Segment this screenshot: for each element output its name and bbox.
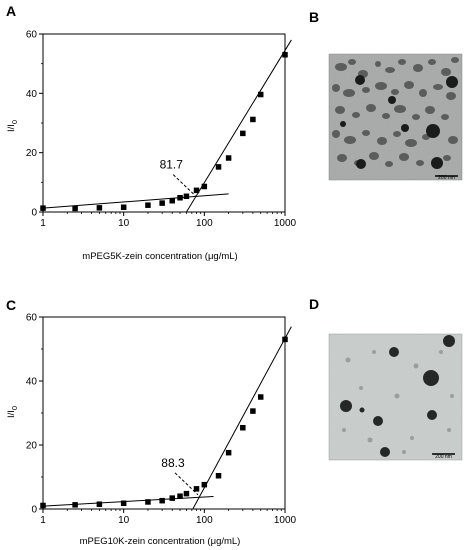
chart-a-frame	[42, 33, 286, 213]
chart-c-frame	[42, 316, 286, 510]
chart-a-data-point	[193, 187, 200, 194]
chart-a-annotation-label: 81.7	[160, 158, 184, 172]
tem-image-d-small-particles	[342, 350, 454, 454]
chart-c-fit-line	[42, 496, 214, 507]
chart-c-x-tick-label: 1000	[274, 515, 297, 526]
tem-image-b-particles	[332, 57, 459, 167]
chart-a-x-tick-label: 100	[196, 218, 213, 229]
chart-c-x-axis-label: mPEG10K-zein concentration (μg/mL)	[80, 536, 241, 547]
chart-c-data-point	[215, 472, 222, 479]
panel-label-d: D	[309, 296, 319, 312]
scale-bar-b-label: 200 nm	[438, 175, 455, 181]
tem-image-b-dense-particles	[340, 75, 458, 169]
chart-a-data-point	[72, 205, 78, 212]
chart-a-x-tick-label: 1	[40, 218, 46, 229]
chart-c-y-tick-label: 60	[26, 313, 38, 324]
chart-a-y-axis-label: I/I0	[6, 120, 19, 132]
chart-c-annotation-layer: 88.3	[161, 456, 199, 496]
chart-a-annotation-layer: 81.7	[160, 158, 196, 197]
chart-a-data-point	[177, 195, 183, 201]
tem-image-b-border	[328, 53, 463, 181]
chart-c-data-point	[72, 502, 78, 508]
chart-a-fit-lines	[42, 39, 292, 213]
chart-a-data-point	[201, 183, 208, 190]
chart-a-x-tick-label: 1000	[274, 218, 297, 229]
chart-a-data-point	[159, 200, 165, 206]
chart-c-x-tick-label: 1	[40, 515, 46, 526]
chart-a-data-point	[257, 91, 264, 98]
chart-c-x-tick-label: 100	[196, 515, 213, 526]
chart-a-data-point	[169, 197, 175, 204]
chart-c-ticks: 1 10 100 1000 0 20 40 60	[26, 313, 297, 527]
chart-c-data-point	[183, 490, 190, 497]
chart-a-y-tick-label: 60	[26, 30, 38, 41]
chart-c-data-point	[225, 449, 232, 456]
chart-a: 1 10 100 1000 0 20 40 60 81.7	[26, 30, 297, 230]
chart-a-data-point	[250, 116, 256, 123]
chart-c-data-point	[250, 408, 256, 414]
chart-a-x-tick-label: 10	[118, 218, 130, 229]
chart-a-points	[40, 52, 288, 212]
tem-image-b: 200 nm	[328, 53, 463, 181]
tem-image-d-border	[328, 333, 463, 461]
chart-c-y-tick-label: 20	[26, 441, 38, 452]
chart-c-y-tick-label: 40	[26, 377, 38, 388]
chart-c-data-point	[257, 394, 264, 400]
chart-a-annotation-leader	[172, 174, 196, 197]
chart-c-data-point	[240, 424, 246, 431]
chart-c-annotation-label: 88.3	[161, 456, 185, 470]
chart-a-fit-line	[186, 39, 292, 213]
chart-c-y-tick-label: 0	[31, 505, 37, 516]
chart-a-data-point	[120, 204, 127, 211]
chart-a-y-tick-label: 40	[26, 89, 38, 100]
chart-a-y-tick-label: 20	[26, 148, 38, 159]
chart-c-x-tick-label: 10	[118, 515, 130, 526]
chart-a-data-point	[240, 130, 246, 137]
chart-c-fit-lines	[42, 326, 292, 510]
chart-c-data-point	[169, 495, 175, 501]
chart-c: 1 10 100 1000 0 20 40 60 88.3	[26, 313, 297, 527]
tem-image-d: 200 nm	[328, 333, 463, 461]
panel-label-a: A	[6, 3, 16, 19]
chart-c-annotation-leader	[174, 472, 199, 496]
chart-c-data-point	[159, 497, 165, 504]
chart-a-y-tick-label: 0	[31, 208, 37, 219]
chart-a-data-point	[145, 202, 151, 208]
chart-a-data-point	[225, 155, 232, 161]
scale-bar-d-label: 200 nm	[435, 454, 452, 460]
chart-a-fit-line	[42, 193, 229, 209]
chart-a-x-axis-label: mPEG5K-zein concentration (μg/mL)	[82, 251, 237, 262]
chart-c-data-point	[193, 486, 200, 492]
chart-c-y-axis-label: I/I0	[6, 406, 19, 418]
tem-image-d-nanoparticles	[340, 335, 455, 457]
chart-c-data-point	[145, 499, 151, 505]
chart-c-data-point	[96, 501, 103, 507]
chart-c-points	[40, 336, 288, 509]
panel-label-b: B	[309, 9, 319, 25]
chart-a-data-point	[215, 164, 222, 170]
chart-c-data-point	[177, 493, 183, 499]
chart-c-fit-line	[192, 326, 292, 510]
panel-label-c: C	[6, 297, 16, 313]
chart-a-data-point	[96, 205, 103, 211]
chart-c-data-point	[201, 481, 208, 488]
chart-a-data-point	[183, 193, 190, 200]
chart-c-data-point	[120, 500, 127, 506]
